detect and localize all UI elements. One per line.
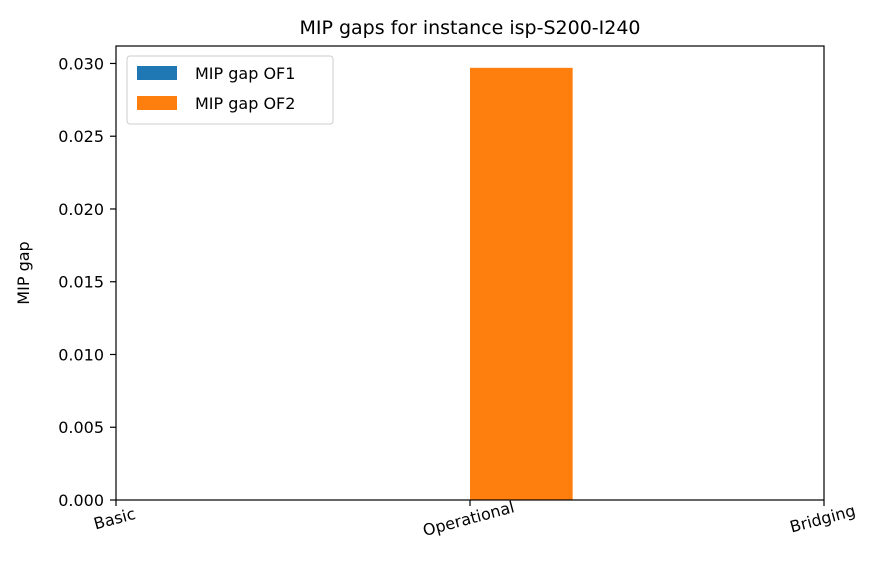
- y-axis-label: MIP gap: [14, 241, 33, 304]
- legend-swatch-of2: [137, 96, 177, 110]
- x-axis-ticks: Basic Operational Bridging: [92, 497, 858, 540]
- x-tick-label: Bridging: [788, 501, 858, 537]
- legend-swatch-of1: [137, 66, 177, 80]
- y-tick-label: 0.025: [58, 127, 104, 146]
- y-tick-label: 0.020: [58, 200, 104, 219]
- legend-label-of2: MIP gap OF2: [195, 94, 295, 113]
- legend-box: [126, 55, 334, 125]
- legend: MIP gap OF1 MIP gap OF2: [126, 55, 334, 125]
- bar-2-operational: [470, 67, 573, 501]
- x-tick-label: Operational: [421, 497, 517, 540]
- plot-frame: [115, 45, 825, 501]
- legend-label-of1: MIP gap OF1: [195, 64, 295, 83]
- y-tick-label: 0.015: [58, 273, 104, 292]
- chart-title: MIP gaps for instance isp-S200-I240: [299, 17, 640, 39]
- bars: [470, 67, 573, 501]
- y-tick-label: 0.010: [58, 345, 104, 364]
- y-tick-label: 0.000: [58, 491, 104, 510]
- y-tick-label: 0.005: [58, 418, 104, 437]
- y-tick-label: 0.030: [58, 54, 104, 73]
- y-axis-ticks: 0.000 0.005 0.010 0.015 0.020 0.025 0.030: [58, 54, 116, 510]
